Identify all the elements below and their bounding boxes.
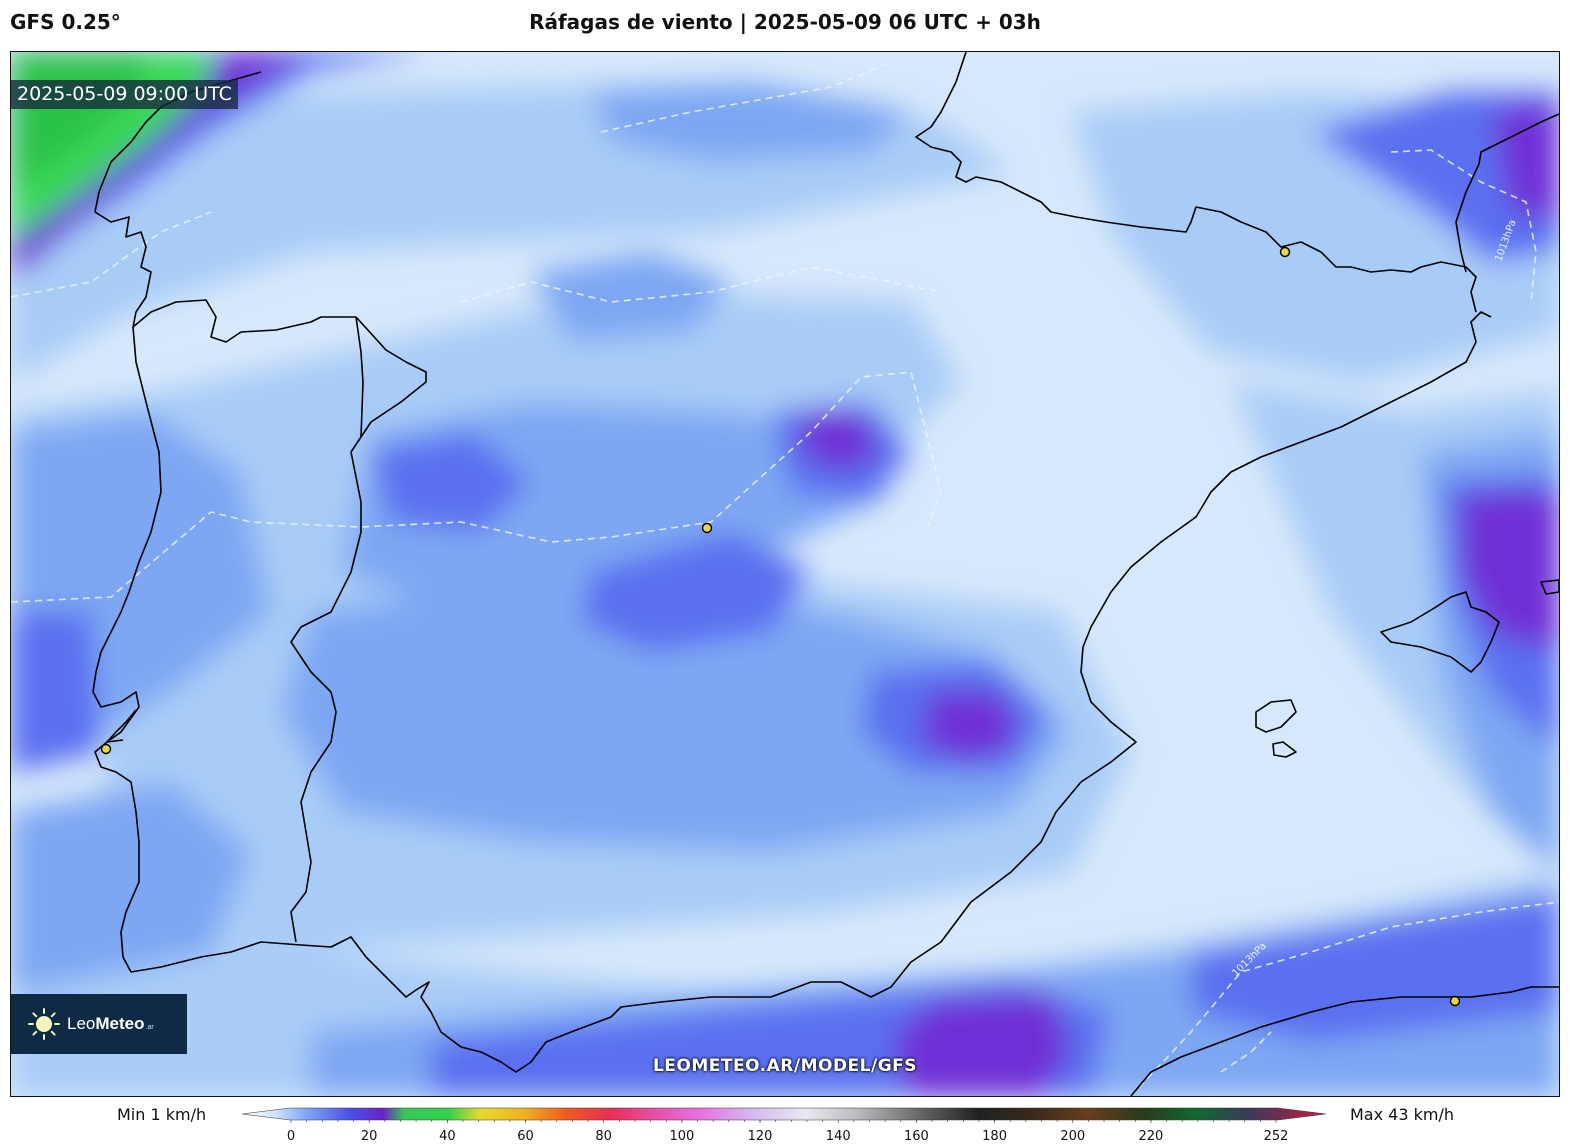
portugal-spain-border (290, 316, 364, 943)
legend-min-label: Min 1 km/h (117, 1105, 207, 1124)
city-marker-lisbon (100, 743, 112, 755)
legend-max-label: Max 43 km/h (1350, 1105, 1454, 1124)
lisbon-estuary (106, 709, 137, 743)
colorbar-legend: Min 1 km/h Max 43 km/h (0, 1100, 1570, 1145)
city-marker-algiers (1449, 995, 1461, 1007)
colorbar-tick-label: 80 (595, 1129, 612, 1144)
colorbar-tick-label: 160 (903, 1129, 929, 1144)
colorbar-tick-label: 60 (517, 1129, 534, 1144)
colorbar-tick-label: 220 (1138, 1129, 1164, 1144)
site-watermark: LEOMETEO.AR/MODEL/GFS (652, 1056, 918, 1076)
colorbar-tick-label: 140 (825, 1129, 851, 1144)
spain-south-coast (130, 311, 1492, 1073)
colorbar-tick-label: 200 (1060, 1129, 1086, 1144)
coastlines (92, 52, 1559, 1096)
map-frame[interactable]: 1013hPa 1013hPa 2025-05-09 09:00 UTC Leo… (10, 51, 1560, 1097)
colorbar-tick-label: 252 (1263, 1129, 1289, 1144)
africa-coast (1130, 986, 1559, 1096)
valid-time-badge: 2025-05-09 09:00 UTC (11, 80, 238, 109)
france-coast-and-pyrenees (915, 52, 1477, 313)
colorbar-tick-label: 20 (360, 1129, 378, 1144)
leometeo-logo[interactable]: LeoMeteo.ar (11, 994, 187, 1054)
city-marker-bilbao (1279, 246, 1291, 258)
formentera (1272, 741, 1297, 758)
france-south-coast (1455, 113, 1559, 273)
gust-field (11, 52, 1559, 1096)
mallorca (1380, 591, 1500, 673)
isobar-lines (11, 61, 1559, 1096)
ibiza (1255, 699, 1297, 733)
colorbar-tick-label: 40 (439, 1129, 456, 1144)
colorbar-tick-label: 180 (982, 1129, 1007, 1144)
colorbar-tick-label: 120 (747, 1129, 773, 1144)
portugal-coast (92, 326, 162, 973)
sun-icon (28, 1008, 60, 1040)
colorbar (241, 1107, 1327, 1123)
wind-gust-map: 1013hPa 1013hPa (11, 52, 1559, 1096)
city-marker-madrid (701, 522, 713, 534)
city-markers (100, 246, 1461, 1007)
colorbar-tick-label: 0 (286, 1129, 296, 1144)
model-name: GFS 0.25° (10, 10, 121, 34)
colorbar-tick-label: 100 (669, 1129, 695, 1144)
logo-text: LeoMeteo.ar (67, 1014, 154, 1033)
map-title: Ráfagas de viento | 2025-05-09 06 UTC + … (529, 10, 1041, 34)
menorca (1540, 579, 1559, 595)
